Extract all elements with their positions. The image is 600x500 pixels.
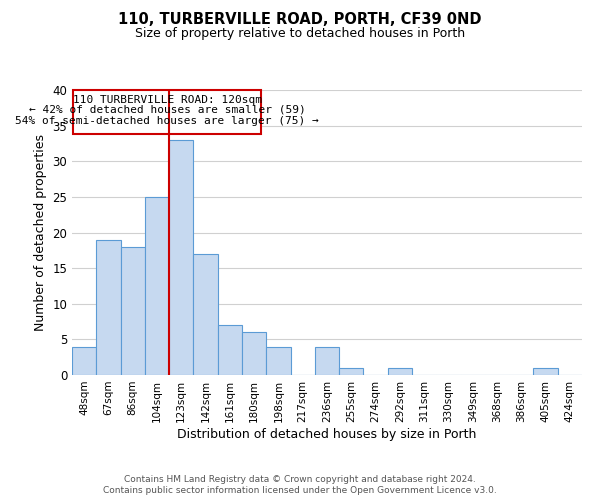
- Text: 54% of semi-detached houses are larger (75) →: 54% of semi-detached houses are larger (…: [16, 116, 319, 126]
- Bar: [96, 240, 121, 375]
- Bar: [193, 254, 218, 375]
- Text: Contains HM Land Registry data © Crown copyright and database right 2024.: Contains HM Land Registry data © Crown c…: [124, 474, 476, 484]
- Bar: [121, 246, 145, 375]
- Bar: [169, 140, 193, 375]
- Text: ← 42% of detached houses are smaller (59): ← 42% of detached houses are smaller (59…: [29, 105, 305, 115]
- Text: 110 TURBERVILLE ROAD: 120sqm: 110 TURBERVILLE ROAD: 120sqm: [73, 95, 262, 105]
- Bar: [315, 346, 339, 375]
- Bar: [72, 346, 96, 375]
- Text: 110, TURBERVILLE ROAD, PORTH, CF39 0ND: 110, TURBERVILLE ROAD, PORTH, CF39 0ND: [118, 12, 482, 28]
- Y-axis label: Number of detached properties: Number of detached properties: [34, 134, 47, 331]
- Bar: [388, 368, 412, 375]
- Bar: [218, 325, 242, 375]
- X-axis label: Distribution of detached houses by size in Porth: Distribution of detached houses by size …: [178, 428, 476, 440]
- Bar: [242, 332, 266, 375]
- Bar: [145, 197, 169, 375]
- Text: Contains public sector information licensed under the Open Government Licence v3: Contains public sector information licen…: [103, 486, 497, 495]
- Bar: [73, 90, 262, 134]
- Bar: [339, 368, 364, 375]
- Bar: [533, 368, 558, 375]
- Bar: [266, 346, 290, 375]
- Text: Size of property relative to detached houses in Porth: Size of property relative to detached ho…: [135, 28, 465, 40]
